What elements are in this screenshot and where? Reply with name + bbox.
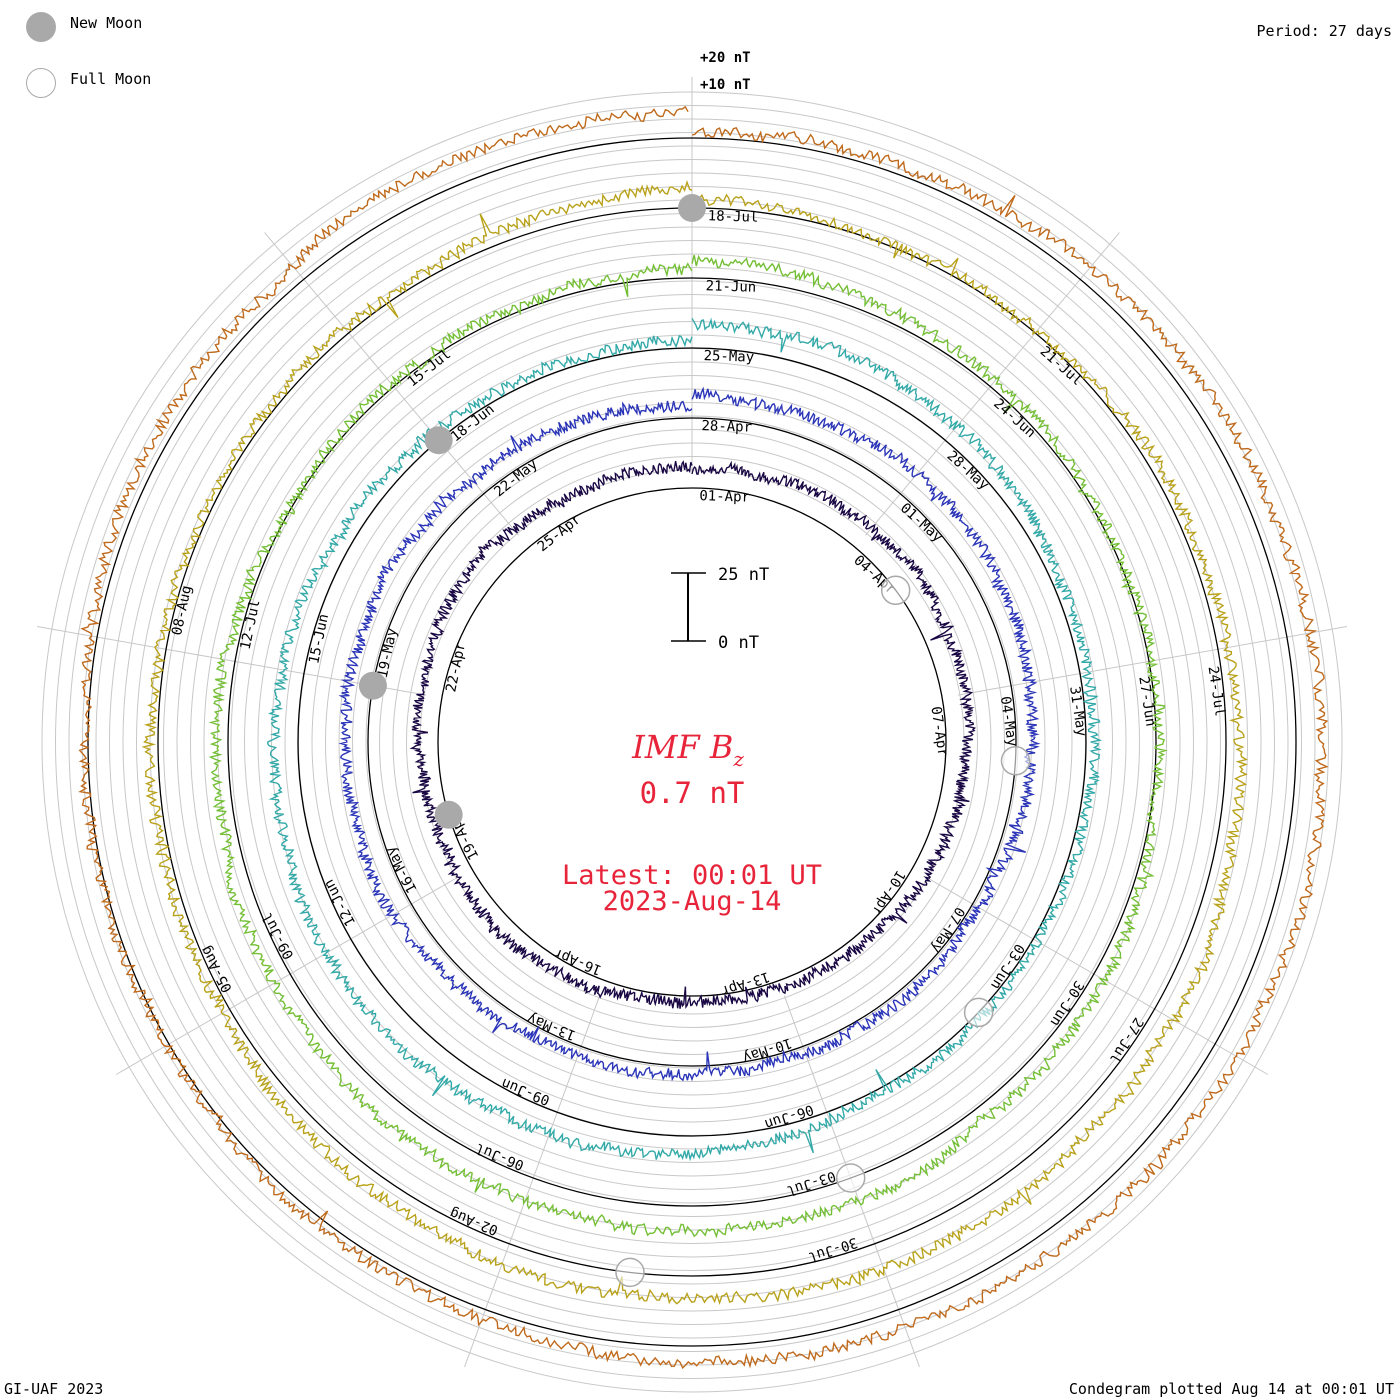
radial-spoke [865, 232, 1120, 536]
offset-label-20: +20 nT [700, 50, 751, 66]
date-label: 24-Jul [1205, 665, 1228, 717]
center-value: 0.7 nT [640, 776, 745, 810]
trace-ring2 [338, 386, 1041, 1082]
full-moon-marker [880, 575, 911, 606]
date-label: 16-Apr [551, 944, 604, 978]
date-label: 28-May [944, 448, 992, 494]
date-label: 22-Apr [443, 641, 469, 694]
date-label: 24-Jun [990, 396, 1038, 442]
offset-label-10: +10 nT [700, 77, 751, 93]
full-moon-marker [1000, 746, 1031, 776]
ring-baseline [367, 417, 1017, 1067]
full-moon-marker [615, 1257, 645, 1288]
new-moon-marker [434, 800, 463, 829]
full-moon-legend-label: Full Moon [70, 70, 152, 88]
date-label: 27-Jun [1135, 675, 1158, 727]
footer-credit: GI-UAF 2023 [4, 1380, 104, 1398]
ring-baselines [87, 137, 1297, 1347]
date-label: 15-Jun [306, 613, 332, 666]
center-date: 2023-Aug-14 [603, 886, 782, 917]
new-moon-marker [678, 194, 706, 222]
scale-top-label: 25 nT [718, 565, 769, 585]
ring-baseline [87, 137, 1297, 1347]
date-label: 09-Jun [499, 1075, 552, 1109]
date-label: 04-May [997, 695, 1020, 747]
date-label: 31-May [1066, 685, 1089, 737]
scale-bottom-label: 0 nT [718, 633, 759, 653]
radial-spoke [925, 876, 1269, 1075]
date-label: 28-Apr [701, 418, 752, 435]
full-moon-marker [963, 997, 994, 1028]
date-label: 06-Jun [763, 1101, 816, 1132]
date-label: 06-Jul [473, 1139, 526, 1173]
radial-spokes [37, 77, 1347, 1368]
date-label: 08-Aug [169, 584, 195, 637]
moon-markers [358, 194, 1031, 1288]
date-label: 25-Apr [535, 511, 585, 555]
data-traces [78, 105, 1329, 1370]
new-moon-marker [358, 671, 387, 700]
period-label: Period: 27 days [1256, 22, 1392, 40]
date-label: 02-Aug [448, 1204, 501, 1238]
radial-spoke [464, 995, 601, 1368]
date-label: 19-May [375, 627, 401, 680]
date-label: 18-Jul [708, 208, 759, 225]
date-label: 03-Jul [785, 1167, 838, 1198]
date-label: 30-Jun [1047, 978, 1087, 1029]
trace-ring5 [141, 179, 1249, 1305]
date-label: 16-May [383, 843, 421, 895]
new-moon-legend-icon [26, 12, 56, 42]
radial-spoke [115, 876, 459, 1075]
trace-ring3 [267, 317, 1103, 1162]
new-moon-marker [424, 426, 453, 455]
full-moon-legend-icon [26, 68, 56, 98]
trace-ring6 [78, 105, 1329, 1370]
ring-baseline [227, 277, 1157, 1207]
date-label: 13-Apr [719, 968, 772, 999]
date-label: 21-Jun [705, 278, 756, 295]
center-title-subscript: z [732, 747, 744, 771]
full-moon-marker [835, 1163, 866, 1193]
date-label: 01-May [897, 500, 945, 546]
date-label: 09-Jul [259, 910, 297, 962]
date-label: 01-Apr [699, 488, 750, 505]
date-label: 03-Jun [987, 941, 1027, 992]
trace-ring4 [208, 254, 1168, 1239]
center-latest: Latest: 00:01 UT [562, 860, 822, 891]
ring-baseline [437, 487, 947, 997]
trace-ring1 [409, 460, 977, 1010]
center-title: IMF Bz [631, 728, 744, 771]
date-label: 25-May [703, 348, 754, 365]
new-moon-legend-label: New Moon [70, 14, 143, 32]
scale-bar: 25 nT 0 nT [671, 565, 769, 653]
footer-plot-time: Condegram plotted Aug 14 at 00:01 UT [1068, 1380, 1394, 1398]
date-label: 07-Apr [927, 705, 950, 757]
ring-baseline [297, 347, 1087, 1137]
date-label: 18-Jun [448, 401, 498, 445]
center-title-main: IMF B [631, 728, 733, 766]
